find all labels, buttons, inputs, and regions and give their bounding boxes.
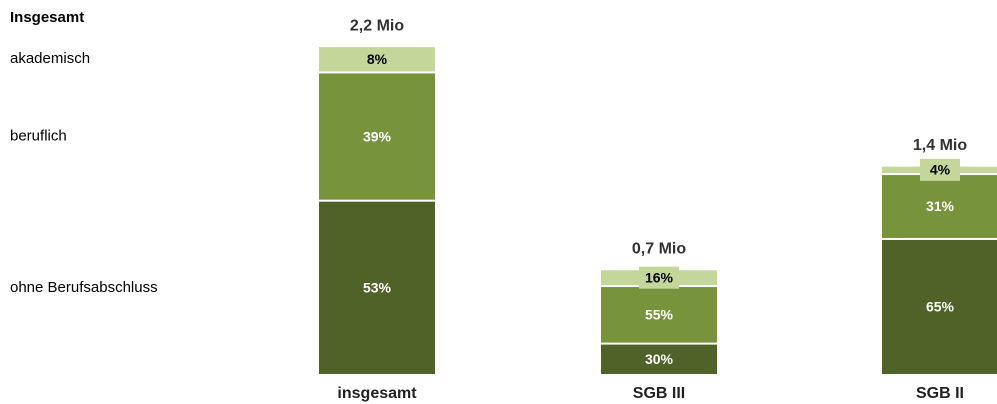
legend-label: beruflich	[10, 128, 67, 145]
value-label-box	[639, 348, 679, 371]
x-tick-label: SGB III	[633, 385, 685, 402]
value-label-box	[639, 266, 679, 289]
value-label: 39%	[363, 128, 392, 144]
value-label: 53%	[363, 280, 392, 296]
value-label-box	[920, 195, 960, 218]
total-label: 2,2 Mio	[350, 17, 404, 34]
value-label: 31%	[926, 198, 955, 214]
value-label: 16%	[645, 269, 674, 285]
chart-title: Insgesamt	[10, 9, 84, 26]
value-label-box	[920, 158, 960, 181]
x-tick-label: SGB II	[916, 385, 964, 402]
value-label: 55%	[645, 307, 674, 323]
value-label-box	[357, 125, 397, 148]
legend-label: ohne Berufsabschluss	[10, 279, 158, 296]
value-label: 65%	[926, 299, 955, 315]
total-label: 0,7 Mio	[632, 241, 686, 258]
value-label: 8%	[367, 51, 388, 67]
x-tick-label: insgesamt	[337, 385, 417, 402]
value-label: 30%	[645, 351, 674, 367]
value-label: 4%	[930, 162, 951, 178]
value-label-box	[639, 303, 679, 326]
value-label-box	[357, 48, 397, 71]
total-label: 1,4 Mio	[913, 137, 967, 154]
value-label-box	[920, 295, 960, 318]
legend-label: akademisch	[10, 50, 90, 67]
value-label-box	[357, 276, 397, 299]
